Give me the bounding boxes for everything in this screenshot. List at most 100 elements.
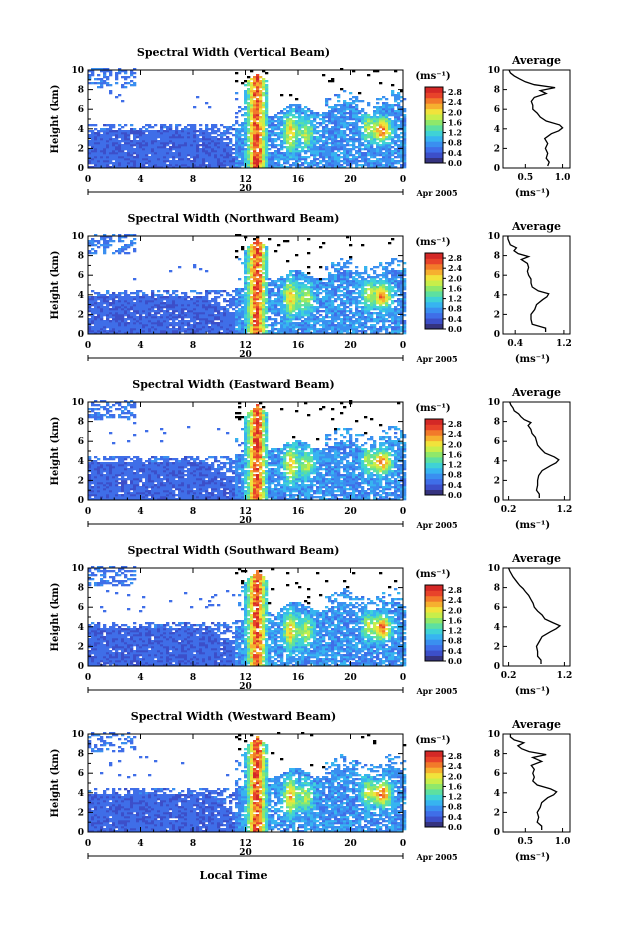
average-xlabel: (ms⁻¹) [515, 686, 550, 697]
colorbar-swatch [425, 810, 443, 817]
colorbar-tick-label: 1.2 [448, 460, 462, 470]
average-x-tick-label: 1.0 [555, 837, 571, 847]
panel-1: Spectral Width (Vertical Beam) 0 2 4 6 8 10 Hei… [50, 46, 571, 199]
colorbar-swatch [425, 639, 443, 646]
x-tick-label: 12 [239, 175, 252, 185]
colorbar-tick-label: 0.8 [448, 138, 462, 148]
average-profile: Average 0 2 4 6 8 10 0.2 1.2 (ms⁻¹) [487, 386, 572, 531]
colorbar-tick-label: 2.0 [448, 107, 462, 117]
average-x-tick-label: 0.4 [507, 339, 523, 349]
y-axis-label: Height (km) [50, 749, 61, 818]
y-tick-label: 10 [71, 398, 84, 408]
colorbar-tick-label: 0.0 [448, 490, 462, 500]
colorbar-swatch [425, 274, 443, 281]
average-frame [502, 235, 571, 335]
average-title: Average [511, 718, 561, 731]
colorbar-tick-label: 2.8 [448, 419, 462, 429]
colorbar-swatch [425, 821, 443, 828]
average-y-tick-label: 2 [494, 476, 500, 486]
colorbar-swatch [425, 424, 443, 431]
colorbar-swatch [425, 467, 443, 474]
colorbar-swatch [425, 301, 443, 308]
colorbar-tick-label: 2.8 [448, 253, 462, 263]
x-tick-label: 0 [400, 839, 406, 849]
heatmap-field [88, 68, 407, 169]
average-y-tick-label: 2 [494, 310, 500, 320]
colorbar-swatch [425, 805, 443, 812]
colorbar-tick-label: 2.0 [448, 273, 462, 283]
colorbar-swatch [425, 108, 443, 115]
x-tick-label: 4 [137, 673, 143, 683]
y-tick-label: 0 [78, 662, 84, 672]
y-tick-label: 6 [78, 437, 84, 447]
colorbar-swatch [425, 655, 443, 662]
y-tick-label: 2 [78, 808, 84, 818]
colorbar-unit: (ms⁻¹) [415, 237, 450, 248]
y-tick-label: 10 [71, 66, 84, 76]
colorbar-swatch [425, 767, 443, 774]
x-tick-label: 4 [137, 839, 143, 849]
average-x-tick-label: 1.0 [555, 173, 571, 183]
colorbar: 0.00.40.81.21.62.02.42.8 [424, 418, 462, 500]
colorbar-frame [424, 86, 444, 164]
colorbar-frame [424, 584, 444, 662]
x-tick-label: 0 [85, 175, 91, 185]
colorbar-swatch [425, 457, 443, 463]
colorbar-swatch [425, 756, 443, 763]
panel-title: Spectral Width (Eastward Beam) [132, 378, 334, 391]
y-tick-label: 4 [78, 789, 84, 799]
y-axis-label: Height (km) [50, 583, 61, 652]
average-y-tick-label: 8 [494, 750, 500, 760]
colorbar-swatch [425, 258, 443, 265]
colorbar-swatch [425, 152, 443, 158]
colorbar-frame [424, 418, 444, 496]
x-tick-label: 16 [292, 673, 305, 683]
average-y-tick-label: 4 [494, 125, 500, 135]
x-tick-label: 8 [190, 175, 196, 185]
y-tick-label: 0 [78, 828, 84, 838]
average-frame [502, 733, 571, 833]
colorbar-swatch [425, 440, 443, 447]
y-tick-label: 0 [78, 496, 84, 506]
day-label: 20 [239, 184, 252, 194]
y-tick-label: 2 [78, 476, 84, 486]
y-tick-label: 8 [78, 584, 84, 594]
y-tick-label: 6 [78, 105, 84, 115]
colorbar-swatch [425, 263, 443, 270]
colorbar-swatch [425, 473, 443, 480]
colorbar-tick-label: 2.0 [448, 771, 462, 781]
average-profile-line [509, 401, 560, 498]
day-label: 20 [239, 516, 252, 526]
day-label: 20 [239, 848, 252, 858]
colorbar-swatch [425, 778, 443, 784]
colorbar-tick-label: 2.4 [448, 761, 462, 771]
average-y-tick-label: 10 [487, 66, 500, 76]
colorbar-swatch [425, 761, 443, 768]
colorbar-tick-label: 0.0 [448, 822, 462, 832]
colorbar-swatch [425, 772, 443, 779]
x-tick-label: 20 [344, 839, 357, 849]
colorbar-swatch [425, 135, 443, 142]
colorbar-tick-label: 1.2 [448, 626, 462, 636]
average-title: Average [511, 54, 561, 67]
average-title: Average [511, 552, 561, 565]
average-y-tick-label: 0 [494, 828, 500, 838]
average-x-tick-label: 0.5 [517, 173, 533, 183]
x-tick-label: 4 [137, 341, 143, 351]
colorbar-tick-label: 1.6 [448, 781, 462, 791]
colorbar-swatch [425, 119, 443, 126]
average-x-tick-label: 0.2 [501, 671, 517, 681]
x-tick-label: 12 [239, 839, 252, 849]
average-y-tick-label: 2 [494, 642, 500, 652]
y-tick-label: 8 [78, 418, 84, 428]
colorbar-swatch [425, 141, 443, 148]
average-y-tick-label: 8 [494, 584, 500, 594]
x-tick-label: 16 [292, 341, 305, 351]
colorbar-tick-label: 0.8 [448, 636, 462, 646]
date-label: Apr 2005 [415, 188, 457, 198]
x-tick-label: 8 [190, 341, 196, 351]
y-axis-label: Height (km) [50, 417, 61, 486]
colorbar-unit: (ms⁻¹) [415, 735, 450, 746]
average-frame [502, 401, 571, 501]
average-y-tick-label: 6 [494, 603, 500, 613]
